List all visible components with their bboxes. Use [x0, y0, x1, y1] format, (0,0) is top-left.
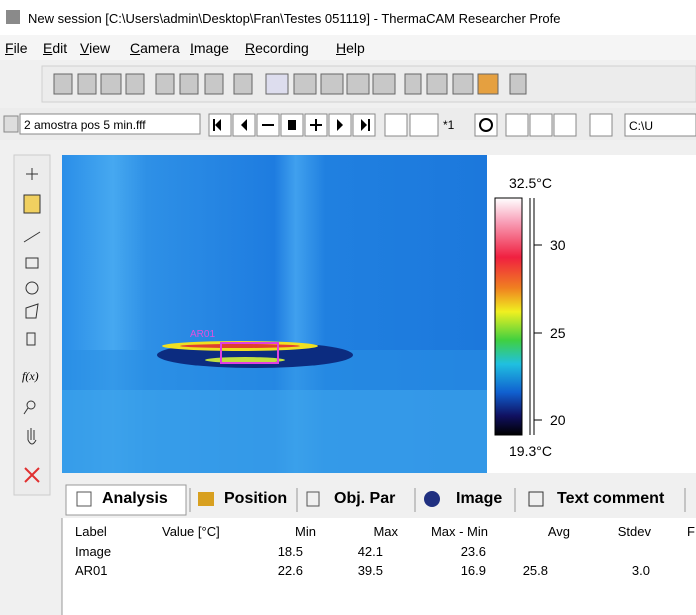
table-cell: 3.0: [631, 563, 650, 578]
window-title: New session [C:\Users\admin\Desktop\Fran…: [28, 11, 561, 26]
column-header: Min: [295, 524, 316, 539]
column-header: Max: [373, 524, 398, 539]
table-cell: Image: [75, 544, 112, 559]
thermal-image: [62, 155, 696, 473]
scale-ticks: [529, 198, 542, 435]
roi-label: AR01: [190, 329, 216, 340]
table-cell: AR01: [75, 563, 108, 578]
column-header: Max - Min: [430, 524, 488, 539]
menu-item[interactable]: Camera: [130, 40, 180, 56]
scale-max: 32.5°C: [509, 175, 552, 191]
menu-item[interactable]: Recording: [245, 40, 309, 56]
zoom-label: *1: [443, 118, 455, 132]
tab[interactable]: Position: [224, 490, 288, 507]
tab[interactable]: Text comment: [557, 490, 665, 507]
tab[interactable]: Analysis: [102, 490, 168, 507]
table-cell: 42.1: [357, 544, 383, 559]
tab[interactable]: Obj. Par: [334, 490, 396, 507]
tab[interactable]: Image: [456, 490, 503, 507]
results-table: [62, 518, 696, 615]
column-header: Stdev: [617, 524, 651, 539]
menu-item[interactable]: Edit: [43, 40, 68, 56]
scale-tick-label: 20: [550, 412, 566, 428]
table-cell: 18.5: [277, 544, 303, 559]
column-header: F: [687, 524, 695, 539]
column-header: Label: [75, 524, 107, 539]
column-header: Avg: [547, 524, 570, 539]
column-header: Value [°C]: [162, 524, 220, 539]
menu-bar: [0, 35, 696, 60]
table-cell: 16.9: [460, 563, 486, 578]
menu-item[interactable]: Help: [336, 40, 365, 56]
scale-tick-label: 30: [550, 237, 566, 253]
title-bar: [0, 0, 696, 35]
toolbar-1: [41, 65, 696, 103]
menu-item[interactable]: Image: [190, 40, 229, 56]
table-cell: 22.6: [277, 563, 303, 578]
left-toolbar: [13, 154, 51, 496]
file-dropdown[interactable]: 2 amostra pos 5 min.fff: [24, 118, 146, 132]
toolbar-2: [0, 108, 696, 140]
table-cell: 39.5: [357, 563, 383, 578]
path-field[interactable]: C:\U: [629, 119, 653, 133]
menu-item[interactable]: View: [80, 40, 111, 56]
table-cell: 23.6: [460, 544, 486, 559]
scale-tick-label: 25: [550, 325, 566, 341]
function-tool[interactable]: f(x): [22, 369, 39, 383]
app-icon: [6, 10, 20, 24]
scale-min: 19.3°C: [509, 443, 552, 459]
table-cell: 25.8: [522, 563, 548, 578]
tab-strip: [62, 478, 696, 518]
color-bar: [494, 197, 523, 436]
menu-item[interactable]: File: [5, 40, 28, 56]
